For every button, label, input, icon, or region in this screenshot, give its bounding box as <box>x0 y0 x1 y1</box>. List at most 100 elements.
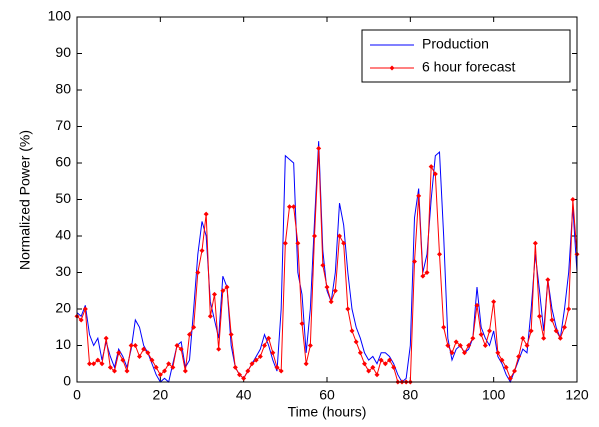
series-marker <box>537 313 542 319</box>
legend: Production 6 hour forecast <box>361 29 571 83</box>
series-marker <box>532 240 538 246</box>
series-marker <box>316 145 322 151</box>
series-marker <box>128 343 134 348</box>
plot-frame <box>76 16 578 383</box>
series-marker <box>166 361 172 367</box>
y-tick-label: 60 <box>55 154 71 170</box>
series-marker <box>428 164 434 170</box>
series-marker <box>87 361 92 367</box>
series-marker <box>557 335 563 341</box>
series-marker <box>224 284 230 290</box>
series-marker <box>374 372 380 378</box>
legend-box <box>361 29 571 83</box>
series-marker <box>345 306 351 312</box>
series-marker <box>241 375 247 381</box>
series-marker <box>541 335 547 341</box>
series-marker <box>132 343 138 348</box>
legend-marker <box>389 65 395 71</box>
series-marker <box>341 240 347 246</box>
x-tick-label: 0 <box>73 387 81 403</box>
series-marker <box>153 364 159 370</box>
series-marker <box>412 259 417 265</box>
y-tick-label: 100 <box>48 8 72 24</box>
series-marker <box>99 361 105 367</box>
series-marker <box>516 353 522 359</box>
series-marker <box>545 277 551 283</box>
series-marker <box>378 357 384 363</box>
series-marker <box>145 350 151 356</box>
x-tick-label: 80 <box>403 387 419 403</box>
series-marker <box>449 350 455 356</box>
series-marker <box>137 353 142 359</box>
series-marker <box>116 350 122 356</box>
series-marker <box>457 343 463 348</box>
series-marker <box>82 306 88 312</box>
series-marker <box>216 346 222 352</box>
x-tick-label: 20 <box>153 387 169 403</box>
series-marker <box>278 368 284 374</box>
y-tick-label: 30 <box>55 263 71 279</box>
series-marker <box>120 357 126 363</box>
series-marker <box>312 233 317 239</box>
series-marker <box>112 368 117 374</box>
x-tick-label: 60 <box>319 387 335 403</box>
series-marker <box>228 332 234 338</box>
y-tick-label: 0 <box>63 373 71 389</box>
series-marker <box>307 343 313 348</box>
series-marker <box>432 171 438 177</box>
series-marker <box>570 197 576 202</box>
series-marker <box>353 339 359 345</box>
series-marker <box>282 240 288 246</box>
series-marker <box>328 299 334 305</box>
series-marker <box>499 357 505 363</box>
series-marker <box>220 288 226 294</box>
series-marker <box>512 368 517 374</box>
series-marker <box>207 313 213 319</box>
series-marker <box>162 368 167 374</box>
series-marker <box>157 372 163 378</box>
y-tick-label: 50 <box>55 190 71 206</box>
series-marker <box>495 350 501 356</box>
series-marker <box>391 364 397 370</box>
series-marker <box>107 364 113 370</box>
series-marker <box>191 324 197 330</box>
y-tick-label: 70 <box>55 117 71 133</box>
series-marker <box>362 361 367 367</box>
series-marker <box>287 204 292 210</box>
series-marker <box>324 284 330 290</box>
series-marker <box>553 328 559 334</box>
y-tick-label: 40 <box>55 227 71 243</box>
series-marker <box>203 211 209 217</box>
series-marker <box>262 343 267 348</box>
series-marker <box>520 335 526 341</box>
series-marker <box>337 233 342 239</box>
series-marker <box>462 350 467 356</box>
y-tick-label: 20 <box>55 300 71 316</box>
series-marker <box>487 328 492 334</box>
series-marker <box>482 343 488 348</box>
series-marker <box>253 357 259 363</box>
series-marker <box>528 328 534 334</box>
series-marker <box>78 317 84 323</box>
series-marker <box>424 270 430 275</box>
series-marker <box>270 350 276 356</box>
series-marker <box>524 343 530 348</box>
series-marker <box>266 335 272 341</box>
series-marker <box>245 368 251 374</box>
series-marker <box>195 270 201 275</box>
x-axis-label: Time (hours) <box>288 404 367 420</box>
series-marker <box>491 299 497 305</box>
series-marker <box>187 332 192 338</box>
series-marker <box>320 262 326 268</box>
series-marker <box>291 204 297 210</box>
legend-label: 6 hour forecast <box>422 59 515 75</box>
series-marker <box>366 368 372 374</box>
y-axis-label: Normalized Power (%) <box>17 130 33 270</box>
series-marker <box>199 248 205 254</box>
series-marker <box>503 364 509 370</box>
series-marker <box>382 361 388 367</box>
series-marker <box>103 335 109 341</box>
series-marker <box>437 251 442 257</box>
series-marker <box>470 335 476 341</box>
